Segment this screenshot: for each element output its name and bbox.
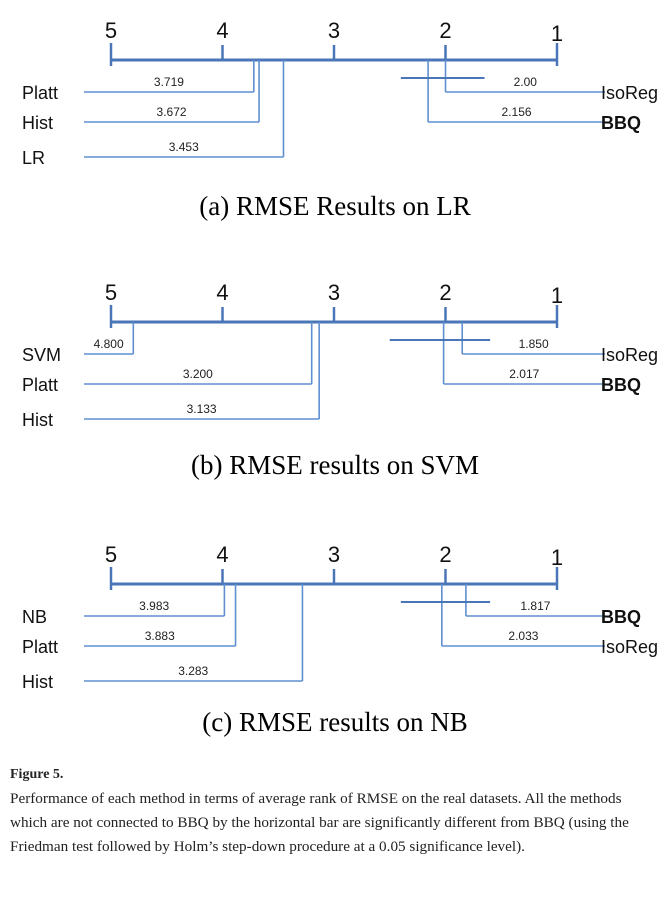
axis-tick-label-3: 3 [328,18,340,43]
cd-chart-svm: 5 4 3 2 1 4.800 SVM 3.200 Platt 3.133 Hist 1.850 Iso… [22,280,658,430]
method-label-bbq: BBQ [601,113,641,133]
method-label-bbq: BBQ [601,607,641,627]
method-label-hist: Hist [22,672,53,692]
rank-value-bbq: 2.017 [509,367,539,381]
method-label-nb: NB [22,607,47,627]
cd-chart-lr: 5 4 3 2 1 3.719 Platt 3.672 Hist 3.453 LR 2.00 IsoRe… [22,18,658,168]
rank-value-platt: 3.883 [145,629,175,643]
rank-value-isoreg: 2.033 [508,629,538,643]
method-label-platt: Platt [22,637,58,657]
rank-value-isoreg: 2.00 [514,75,538,89]
axis-tick-label-1: 1 [551,283,563,308]
method-label-isoreg: IsoReg [601,345,658,365]
subcaption-lr: (a) RMSE Results on LR [199,191,471,221]
method-label-lr: LR [22,148,45,168]
axis-tick-label-2: 2 [439,542,451,567]
method-label-hist: Hist [22,410,53,430]
cd-chart-nb: 5 4 3 2 1 3.983 NB 3.883 Platt 3.283 Hist 1.817 BBQ 2… [22,542,658,692]
axis-tick-label-3: 3 [328,280,340,305]
subcaption-svm: (b) RMSE results on SVM [190,450,480,480]
axis-tick-label-3: 3 [328,542,340,567]
rank-value-bbq: 1.817 [520,599,550,613]
rank-value-isoreg: 1.850 [519,337,549,351]
rank-value-lr: 3.453 [169,140,199,154]
figure-caption: Figure 5. Performance of each method in … [10,763,660,859]
method-label-platt: Platt [22,375,58,395]
rank-value-hist: 3.283 [178,664,208,678]
figure-label: Figure 5. [10,767,64,782]
axis-tick-label-1: 1 [551,545,563,570]
axis-tick-label-2: 2 [439,18,451,43]
rank-value-hist: 3.672 [157,105,187,119]
axis-tick-label-4: 4 [216,542,228,567]
subcaption-nb: (c) RMSE results on NB [202,707,468,737]
method-label-bbq: BBQ [601,375,641,395]
axis-tick-label-5: 5 [105,280,117,305]
axis-tick-label-4: 4 [216,18,228,43]
figure-caption-text: Performance of each method in terms of a… [10,790,629,855]
cd-panel-nb: 5 4 3 2 1 3.983 NB 3.883 Platt 3.283 Hist 1.817 BBQ 2… [0,524,670,764]
rank-value-svm: 4.800 [94,337,124,351]
method-label-isoreg: IsoReg [601,83,658,103]
axis-tick-label-2: 2 [439,280,451,305]
axis-tick-label-5: 5 [105,542,117,567]
cd-panel-lr: 5 4 3 2 1 3.719 Platt 3.672 Hist 3.453 LR 2.00 IsoRe… [0,0,670,240]
rank-value-platt: 3.719 [154,75,184,89]
rank-value-platt: 3.200 [183,367,213,381]
method-label-isoreg: IsoReg [601,637,658,657]
rank-value-hist: 3.133 [187,402,217,416]
axis-tick-label-5: 5 [105,18,117,43]
rank-value-nb: 3.983 [139,599,169,613]
rank-value-bbq: 2.156 [502,105,532,119]
axis-tick-label-1: 1 [551,21,563,46]
method-label-platt: Platt [22,83,58,103]
method-label-hist: Hist [22,113,53,133]
cd-panel-svm: 5 4 3 2 1 4.800 SVM 3.200 Platt 3.133 Hist 1.850 Iso… [0,262,670,502]
axis-tick-label-4: 4 [216,280,228,305]
method-label-svm: SVM [22,345,61,365]
